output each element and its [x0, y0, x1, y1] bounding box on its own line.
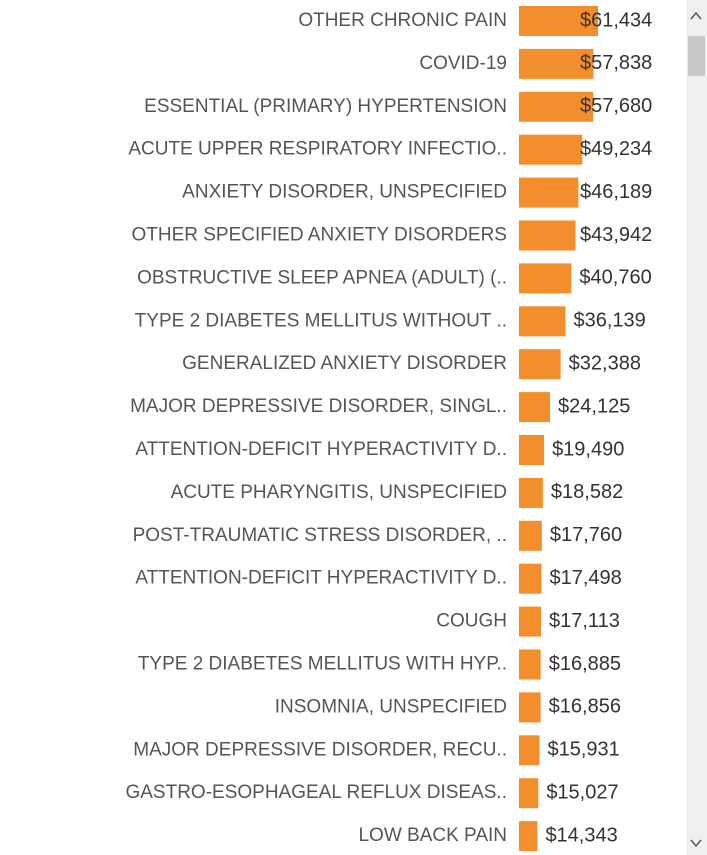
value-label: $18,582 [551, 481, 623, 503]
category-label: ACUTE UPPER RESPIRATORY INFECTIO.. [128, 139, 507, 160]
value-label: $61,434 [580, 9, 652, 31]
bar [519, 520, 542, 551]
bar [519, 435, 545, 465]
bar [519, 91, 594, 122]
value-label: $43,942 [580, 224, 652, 246]
value-label: $14,343 [545, 824, 617, 846]
bar [519, 477, 543, 508]
bar [519, 735, 540, 766]
value-label: $19,490 [552, 438, 624, 460]
category-label: COUGH [436, 611, 507, 632]
value-label: $16,856 [549, 696, 621, 718]
bar [519, 306, 566, 337]
category-label: COVID-19 [419, 53, 507, 74]
category-label: ATTENTION-DEFICIT HYPERACTIVITY D.. [135, 439, 507, 460]
bar [519, 48, 594, 79]
category-label: ESSENTIAL (PRIMARY) HYPERTENSION [144, 96, 507, 117]
category-label: MAJOR DEPRESSIVE DISORDER, SINGL.. [130, 396, 507, 417]
bar [519, 563, 542, 594]
category-label: GASTRO-ESOPHAGEAL REFLUX DISEAS.. [125, 782, 507, 803]
category-label: OTHER CHRONIC PAIN [298, 10, 507, 31]
scroll-down[interactable] [690, 839, 702, 848]
value-label: $32,388 [569, 352, 641, 374]
value-label: $17,760 [550, 524, 622, 546]
bar [519, 392, 551, 423]
category-label: TYPE 2 DIABETES MELLITUS WITH HYP.. [138, 654, 507, 675]
scroll-thumb[interactable] [688, 36, 705, 76]
category-label: ACUTE PHARYNGITIS, UNSPECIFIED [171, 482, 507, 503]
bar [519, 649, 541, 680]
bar [519, 220, 576, 251]
value-label: $46,189 [580, 181, 652, 203]
bar [519, 349, 561, 380]
value-label: $15,027 [546, 781, 618, 803]
value-label: $15,931 [547, 739, 619, 761]
category-label: LOW BACK PAIN [358, 825, 507, 846]
value-label: $57,680 [580, 95, 652, 117]
category-label: ANXIETY DISORDER, UNSPECIFIED [182, 182, 507, 203]
value-label: $36,139 [573, 310, 645, 332]
value-label: $57,838 [580, 52, 652, 74]
value-label: $49,234 [580, 138, 652, 160]
bar [519, 134, 583, 165]
bar [519, 263, 572, 294]
bar [519, 778, 539, 809]
category-label: TYPE 2 DIABETES MELLITUS WITHOUT .. [135, 310, 507, 331]
category-label: ATTENTION-DEFICIT HYPERACTIVITY D.. [135, 568, 507, 589]
value-label: $24,125 [558, 395, 630, 417]
value-label: $17,113 [549, 610, 620, 632]
bar [519, 6, 598, 36]
category-label: OBSTRUCTIVE SLEEP APNEA (ADULT) (.. [137, 267, 507, 288]
scrollbar[interactable] [686, 0, 707, 855]
category-label: MAJOR DEPRESSIVE DISORDER, RECU.. [133, 739, 507, 760]
category-label: GENERALIZED ANXIETY DISORDER [182, 353, 507, 374]
bar [519, 692, 541, 723]
value-label: $40,760 [579, 267, 651, 289]
bar [519, 821, 538, 852]
category-label: OTHER SPECIFIED ANXIETY DISORDERS [131, 225, 507, 246]
scroll-up[interactable] [690, 11, 702, 20]
category-label: POST-TRAUMATIC STRESS DISORDER, .. [133, 525, 507, 546]
category-label: INSOMNIA, UNSPECIFIED [275, 696, 507, 717]
bar [519, 177, 579, 208]
bar [519, 606, 542, 637]
value-label: $17,498 [550, 567, 622, 589]
value-label: $16,885 [549, 653, 621, 675]
